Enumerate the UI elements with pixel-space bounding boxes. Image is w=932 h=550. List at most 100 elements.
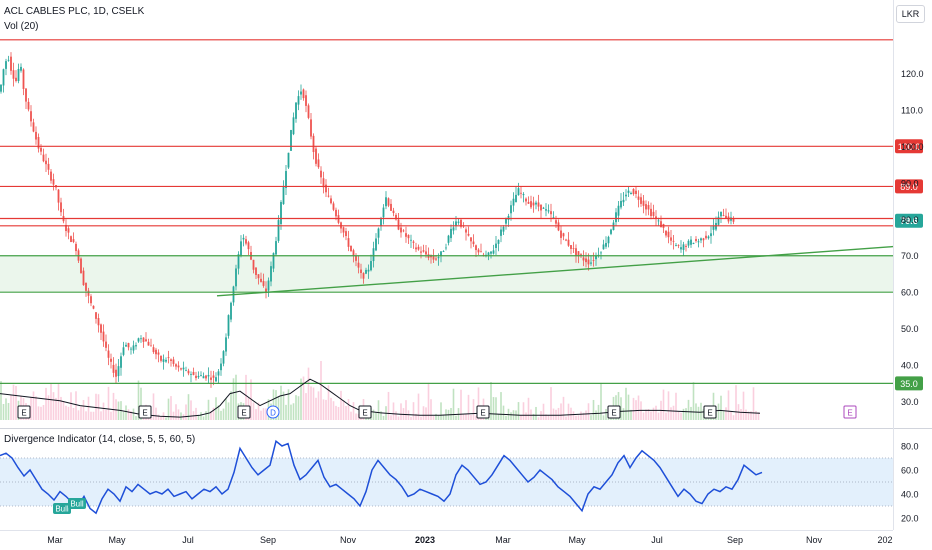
volume-bar <box>352 402 355 420</box>
candle-body <box>420 251 422 253</box>
candle-body <box>57 189 60 203</box>
candle-body <box>410 239 412 241</box>
indicator-tick: 80.0 <box>901 442 919 452</box>
candle-body <box>272 253 275 269</box>
volume-bar <box>522 402 525 420</box>
volume-bar <box>450 407 452 420</box>
volume-bar <box>587 403 590 420</box>
candle-body <box>60 202 62 213</box>
volume-bar <box>557 407 560 420</box>
time-tick: 202 <box>877 535 892 545</box>
volume-bar <box>632 397 635 420</box>
volume-bar <box>375 411 377 420</box>
volume-bar <box>75 391 77 420</box>
volume-bar <box>605 408 607 420</box>
volume-bar <box>572 411 575 420</box>
volume-bar <box>320 360 322 420</box>
candle-body <box>400 227 402 233</box>
volume-bar <box>345 405 347 420</box>
volume-bar <box>582 412 585 420</box>
volume-bar <box>372 409 375 420</box>
volume-bar <box>747 411 750 420</box>
candle-body <box>650 208 652 216</box>
volume-bar <box>7 403 10 420</box>
volume-bar <box>500 392 502 420</box>
volume-bar <box>525 412 527 420</box>
candle-body <box>370 261 372 271</box>
volume-bar <box>387 391 390 420</box>
candle-body <box>22 69 25 89</box>
candle-body <box>207 375 210 377</box>
candle-body <box>295 102 297 119</box>
earnings-marker <box>607 405 621 419</box>
volume-bar <box>290 404 292 420</box>
volume-bar <box>460 389 462 420</box>
volume-bar <box>127 409 130 420</box>
earnings-marker-label: E <box>847 409 852 418</box>
candle-body <box>205 375 207 379</box>
volume-bar <box>220 410 222 420</box>
candle-body <box>92 305 95 309</box>
volume-bar <box>677 411 680 420</box>
candle-body <box>202 376 205 379</box>
candle-body <box>97 317 100 326</box>
price-tick: 120.0 <box>901 69 924 79</box>
volume-bar <box>202 416 205 420</box>
candle-body <box>282 187 285 205</box>
volume-bar <box>427 382 430 420</box>
volume-bar <box>735 385 737 420</box>
candle-body <box>320 170 322 178</box>
candle-body <box>437 257 440 259</box>
volume-bar <box>742 391 745 420</box>
candle-body <box>145 339 147 342</box>
volume-bar <box>32 391 35 420</box>
dividend-marker-label: D <box>270 409 276 418</box>
candle-body <box>417 246 420 250</box>
volume-bar <box>97 394 100 420</box>
currency-button[interactable]: LKR <box>896 5 925 23</box>
volume-bar <box>630 409 632 420</box>
candle-body <box>135 345 137 347</box>
price-tick: 110.0 <box>901 105 923 115</box>
candle-body <box>220 363 222 371</box>
candle-body <box>452 227 455 231</box>
candle-body <box>117 366 120 377</box>
candle-body <box>720 211 722 217</box>
candle-body <box>607 236 610 244</box>
volume-bar <box>675 392 677 420</box>
candle-body <box>72 239 75 242</box>
volume-bar <box>172 411 175 420</box>
candle-body <box>660 221 662 228</box>
candle-body <box>472 241 475 245</box>
time-tick: May <box>568 535 586 545</box>
bull-signal-label: Bull <box>55 505 69 514</box>
volume-bar <box>720 395 722 420</box>
price-label-bg <box>895 179 923 194</box>
candle-body <box>252 259 255 270</box>
volume-bar <box>255 409 257 420</box>
time-tick: Nov <box>340 535 357 545</box>
candle-body <box>555 220 557 224</box>
candle-body <box>492 250 495 254</box>
candle-body <box>552 217 555 219</box>
volume-bar <box>292 403 295 420</box>
candle-body <box>637 196 640 200</box>
volume-bar <box>50 383 52 420</box>
volume-bar <box>60 396 62 420</box>
candle-body <box>185 370 187 372</box>
volume-bar <box>110 411 112 420</box>
volume-bar <box>585 410 587 420</box>
candle-body <box>345 231 347 237</box>
candle-body <box>225 337 227 352</box>
candle-body <box>347 238 350 247</box>
candle-body <box>237 254 240 269</box>
candle-body <box>570 245 572 249</box>
candle-body <box>585 258 587 263</box>
volume-bar <box>692 382 695 420</box>
volume-bar <box>535 406 537 420</box>
candle-body <box>520 192 522 194</box>
volume-bar <box>577 415 580 420</box>
candle-body <box>27 101 30 110</box>
volume-bar <box>12 384 15 420</box>
candle-body <box>550 211 552 215</box>
